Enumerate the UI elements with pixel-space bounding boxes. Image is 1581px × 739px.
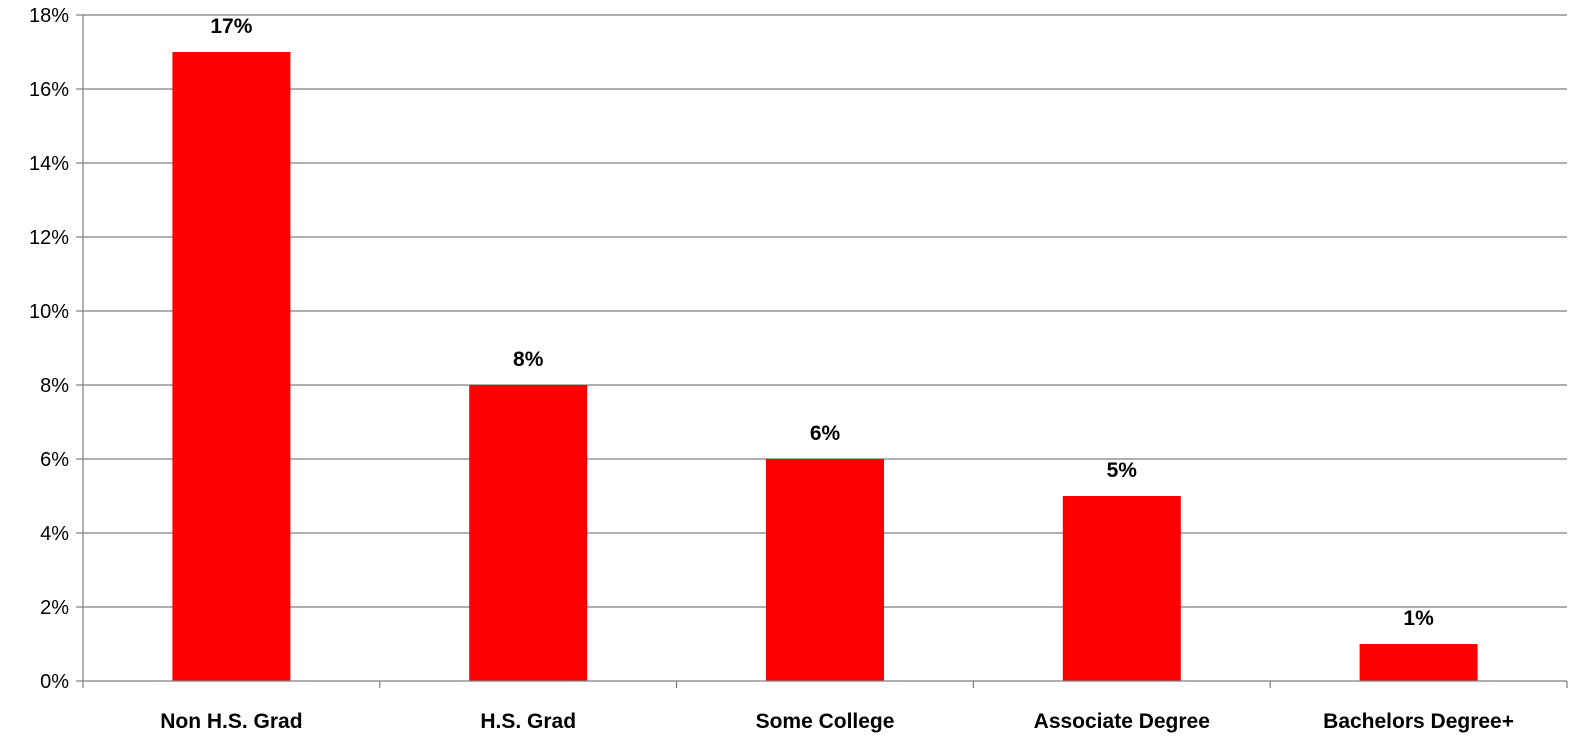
bars	[172, 52, 1478, 681]
y-tick-label: 16%	[29, 79, 69, 101]
data-label: 17%	[210, 15, 252, 38]
bar	[172, 52, 291, 681]
category-label: Bachelors Degree+	[1323, 710, 1514, 733]
data-labels: 17% 8% 6% 5% 1%	[210, 15, 1434, 630]
category-label: H.S. Grad	[480, 710, 576, 733]
data-label: 5%	[1107, 459, 1138, 482]
data-label: 8%	[513, 348, 544, 371]
axes	[76, 14, 1568, 688]
bar	[1359, 644, 1478, 681]
category-label: Associate Degree	[1034, 710, 1210, 733]
y-axis-tick-labels: 0% 2% 4% 6% 8% 10% 12% 14% 16% 18%	[29, 5, 69, 693]
y-tick-label: 4%	[40, 523, 69, 545]
y-tick-label: 14%	[29, 153, 69, 175]
data-label: 1%	[1403, 607, 1434, 630]
y-tick-label: 12%	[29, 227, 69, 249]
y-tick-label: 8%	[40, 375, 69, 397]
bar	[469, 385, 588, 681]
gridlines	[83, 14, 1567, 608]
y-tick-label: 0%	[40, 671, 69, 693]
y-tick-label: 10%	[29, 301, 69, 323]
x-axis-category-labels: Non H.S. Grad H.S. Grad Some College Associ…	[160, 710, 1514, 733]
category-label: Non H.S. Grad	[160, 710, 302, 733]
category-label: Some College	[756, 710, 895, 733]
bar	[1062, 496, 1181, 681]
y-tick-label: 6%	[40, 449, 69, 471]
y-tick-label: 18%	[29, 5, 69, 27]
bar	[766, 459, 884, 681]
data-label: 6%	[810, 422, 841, 445]
y-tick-label: 2%	[40, 597, 69, 619]
